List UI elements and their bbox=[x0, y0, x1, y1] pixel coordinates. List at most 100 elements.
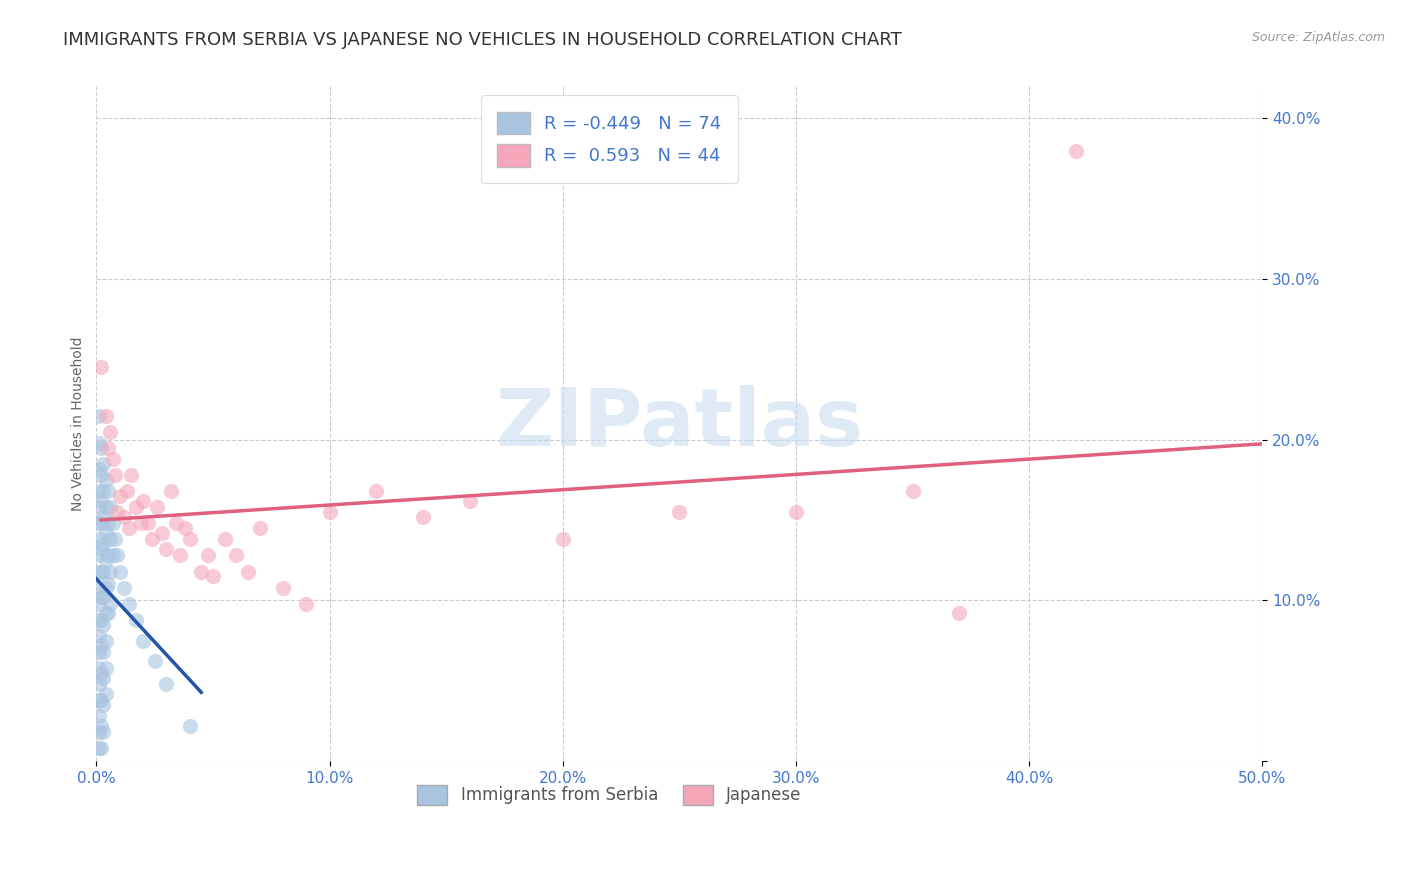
Point bbox=[668, 505, 690, 519]
Point bbox=[101, 452, 124, 467]
Point bbox=[318, 505, 340, 519]
Point bbox=[97, 549, 120, 563]
Point bbox=[412, 509, 434, 524]
Legend: Immigrants from Serbia, Japanese: Immigrants from Serbia, Japanese bbox=[409, 776, 810, 814]
Point bbox=[87, 484, 110, 499]
Point bbox=[101, 516, 124, 531]
Point bbox=[93, 509, 115, 524]
Point bbox=[87, 709, 110, 723]
Point bbox=[87, 533, 110, 547]
Point bbox=[93, 725, 115, 739]
Point bbox=[90, 468, 112, 483]
Point bbox=[90, 613, 112, 627]
Point bbox=[160, 484, 183, 499]
Point bbox=[136, 516, 159, 531]
Point bbox=[93, 457, 115, 471]
Point bbox=[112, 581, 135, 595]
Point bbox=[94, 687, 117, 701]
Point bbox=[97, 441, 120, 455]
Point bbox=[132, 493, 155, 508]
Point bbox=[94, 633, 117, 648]
Point bbox=[90, 693, 112, 707]
Point bbox=[98, 500, 121, 515]
Point bbox=[87, 461, 110, 475]
Point bbox=[87, 565, 110, 579]
Point bbox=[93, 617, 115, 632]
Point bbox=[169, 549, 191, 563]
Point bbox=[236, 565, 259, 579]
Point bbox=[90, 719, 112, 733]
Point bbox=[87, 581, 110, 595]
Point bbox=[90, 565, 112, 579]
Text: Source: ZipAtlas.com: Source: ZipAtlas.com bbox=[1251, 31, 1385, 45]
Point bbox=[458, 493, 481, 508]
Point bbox=[101, 549, 124, 563]
Point bbox=[150, 525, 173, 540]
Y-axis label: No Vehicles in Household: No Vehicles in Household bbox=[72, 336, 86, 511]
Point bbox=[141, 533, 163, 547]
Point bbox=[87, 549, 110, 563]
Point bbox=[93, 591, 115, 605]
Point bbox=[90, 741, 112, 756]
Point bbox=[146, 500, 169, 515]
Point bbox=[94, 525, 117, 540]
Point bbox=[97, 577, 120, 591]
Point bbox=[87, 629, 110, 643]
Point bbox=[214, 533, 236, 547]
Point bbox=[98, 425, 121, 439]
Point bbox=[87, 500, 110, 515]
Point bbox=[201, 569, 224, 583]
Point bbox=[94, 473, 117, 487]
Point bbox=[108, 489, 131, 503]
Point bbox=[197, 549, 219, 563]
Point bbox=[179, 533, 201, 547]
Point bbox=[190, 565, 212, 579]
Point bbox=[129, 516, 152, 531]
Point bbox=[105, 549, 128, 563]
Point bbox=[87, 693, 110, 707]
Point bbox=[105, 505, 128, 519]
Point bbox=[94, 661, 117, 675]
Point bbox=[94, 581, 117, 595]
Point bbox=[87, 436, 110, 450]
Point bbox=[94, 409, 117, 423]
Point bbox=[104, 468, 127, 483]
Point bbox=[93, 484, 115, 499]
Point bbox=[94, 553, 117, 567]
Point bbox=[87, 677, 110, 691]
Point bbox=[155, 677, 177, 691]
Point bbox=[179, 719, 201, 733]
Point bbox=[143, 655, 166, 669]
Point bbox=[87, 741, 110, 756]
Point bbox=[90, 665, 112, 680]
Text: IMMIGRANTS FROM SERBIA VS JAPANESE NO VEHICLES IN HOUSEHOLD CORRELATION CHART: IMMIGRANTS FROM SERBIA VS JAPANESE NO VE… bbox=[63, 31, 903, 49]
Point bbox=[90, 541, 112, 556]
Point bbox=[90, 516, 112, 531]
Point bbox=[118, 521, 141, 535]
Point bbox=[90, 441, 112, 455]
Point bbox=[249, 521, 271, 535]
Point bbox=[108, 565, 131, 579]
Point bbox=[87, 409, 110, 423]
Point bbox=[115, 484, 138, 499]
Point bbox=[97, 607, 120, 621]
Point bbox=[87, 645, 110, 659]
Point bbox=[174, 521, 197, 535]
Point bbox=[165, 516, 187, 531]
Point bbox=[90, 639, 112, 653]
Point bbox=[104, 533, 127, 547]
Point bbox=[225, 549, 247, 563]
Point bbox=[93, 537, 115, 551]
Point bbox=[87, 725, 110, 739]
Point bbox=[901, 484, 924, 499]
Point bbox=[98, 597, 121, 611]
Point bbox=[118, 597, 141, 611]
Point bbox=[87, 661, 110, 675]
Point bbox=[93, 671, 115, 685]
Point bbox=[93, 565, 115, 579]
Point bbox=[112, 509, 135, 524]
Point bbox=[94, 607, 117, 621]
Point bbox=[90, 360, 112, 375]
Point bbox=[87, 516, 110, 531]
Point bbox=[94, 500, 117, 515]
